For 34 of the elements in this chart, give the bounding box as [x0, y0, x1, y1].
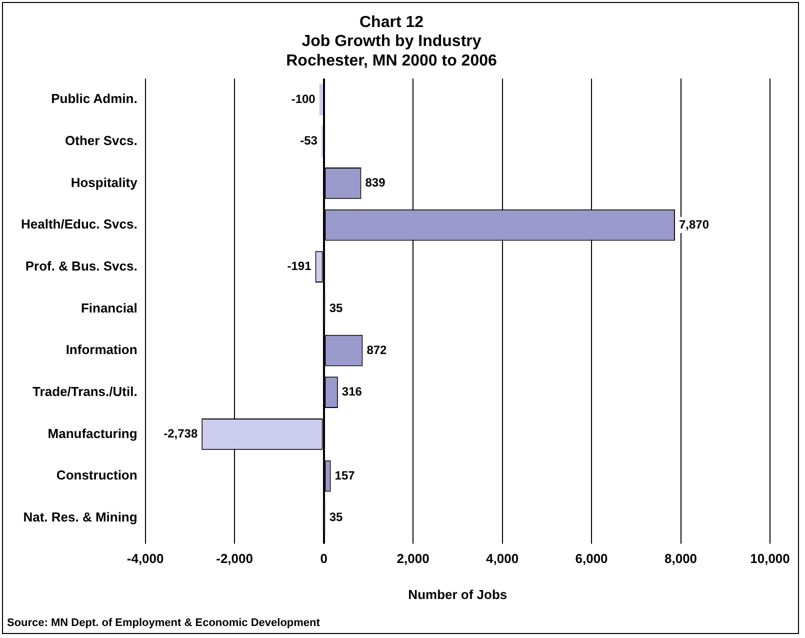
data-label: 316: [342, 384, 362, 399]
chart-title: Chart 12 Job Growth by Industry Rochester, MN 2000 to 2006: [286, 14, 497, 70]
data-label: 7,870: [678, 217, 710, 232]
data-label: 157: [334, 468, 356, 482]
y-tick-label: Prof. & Bus. Svcs.: [25, 258, 138, 274]
y-tick-label: Other Svcs.: [65, 132, 138, 148]
data-label: 35: [329, 301, 344, 316]
y-tick-label: Public Admin.: [51, 91, 138, 106]
bar: [319, 84, 323, 116]
y-tick-label: Manufacturing: [48, 426, 138, 441]
data-label: 35: [329, 510, 344, 524]
data-label: -53: [300, 134, 318, 148]
y-tick-label: Financial: [80, 300, 138, 316]
data-label: 839: [365, 176, 386, 190]
x-tick-label: -2,000: [216, 551, 253, 566]
y-tick-label: Hospitality: [70, 174, 138, 190]
y-tick-label: Nat. Res. & Mining: [23, 509, 138, 524]
data-label: -191: [287, 259, 312, 274]
x-tick-label: -4,000: [126, 551, 164, 566]
x-tick-label: 6,000: [575, 551, 608, 566]
data-label: -100: [291, 92, 316, 106]
y-tick-label: Health/Educ. Svcs.: [20, 216, 138, 232]
source-note: Source: MN Dept. of Employment & Economic Development: [7, 617, 320, 629]
y-tick-label: Information: [66, 342, 138, 358]
data-label: 872: [366, 342, 388, 357]
y-tick-label: Trade/Trans./Util.: [32, 384, 138, 399]
data-label: -2,738: [164, 426, 198, 441]
x-tick-label: 8,000: [664, 551, 698, 566]
x-tick-label: 2,000: [396, 551, 430, 566]
y-tick-label: Construction: [56, 468, 138, 483]
x-tick-label: 0: [320, 551, 328, 566]
x-axis-title: Number of Jobs: [408, 586, 508, 602]
x-tick-label: 10,000: [750, 551, 790, 566]
x-tick-label: 4,000: [486, 551, 519, 566]
